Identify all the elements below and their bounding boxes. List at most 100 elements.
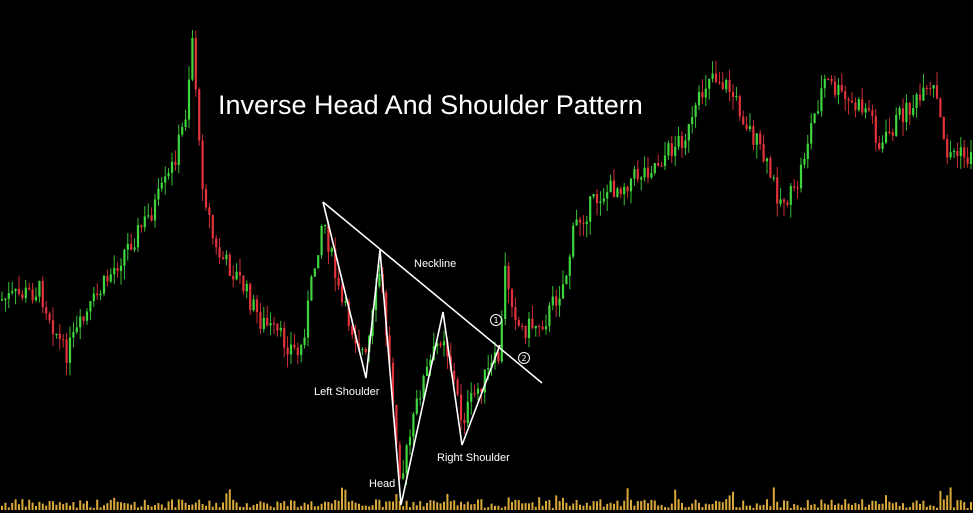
volume-bar <box>487 507 490 510</box>
volume-bar <box>609 502 612 510</box>
candle-body <box>752 126 755 145</box>
volume-bar <box>966 507 969 510</box>
candle-body <box>908 102 911 115</box>
candle-body <box>442 341 446 346</box>
volume-bar <box>528 503 530 510</box>
volume-bar <box>126 503 129 510</box>
volume-bar <box>691 503 694 510</box>
volume-bar <box>361 505 364 510</box>
candle-body <box>952 150 956 153</box>
volume-bar <box>551 507 554 510</box>
candle-body <box>629 178 633 192</box>
volume-bar <box>157 503 160 510</box>
candle-body <box>538 325 541 328</box>
volume-bar <box>266 503 269 510</box>
candle-body <box>925 87 928 89</box>
volume-bar <box>885 495 887 510</box>
candle-body <box>347 301 350 327</box>
candle-body <box>660 165 663 167</box>
candle-body <box>582 222 585 224</box>
volume-bar <box>378 499 381 510</box>
volume-bar <box>504 506 507 510</box>
candle-body <box>949 152 952 158</box>
volume-bar <box>908 506 911 510</box>
volume-bar <box>715 500 717 510</box>
volume-bar <box>432 500 435 510</box>
volume-bar <box>327 502 330 510</box>
candle-body <box>578 219 582 223</box>
candle-body <box>351 326 354 336</box>
volume-bar <box>701 507 704 510</box>
candle-body <box>803 158 806 165</box>
volume-bar <box>330 503 333 510</box>
volume-bar <box>402 506 405 510</box>
volume-bar <box>963 502 966 510</box>
candle-body <box>483 369 486 393</box>
volume-bar <box>789 507 792 510</box>
candle-body <box>28 287 31 290</box>
candle-body <box>527 318 531 339</box>
candle-body <box>878 142 881 149</box>
volume-bar <box>259 501 262 510</box>
volume-bar <box>817 507 819 510</box>
candle-body <box>136 225 140 248</box>
volume-bar <box>616 500 619 510</box>
neckline-label: Neckline <box>414 258 456 270</box>
volume-bar <box>171 499 173 510</box>
volume-bar <box>572 503 575 510</box>
candle-body <box>871 110 874 117</box>
candle-body <box>102 275 106 294</box>
candle-body <box>320 225 323 256</box>
candle-body <box>684 140 687 148</box>
candle-body <box>21 294 24 299</box>
candle-body <box>68 337 72 363</box>
candle-body <box>89 301 92 312</box>
candle-body <box>946 139 949 158</box>
volume-bar <box>881 503 884 510</box>
volume-bar <box>575 500 578 510</box>
chart-title: Inverse Head And Shoulder Pattern <box>218 90 643 120</box>
candle-body <box>398 444 401 479</box>
volume-bar <box>857 504 860 510</box>
volume-bar <box>92 507 95 510</box>
volume-bar <box>664 507 666 510</box>
candle-body <box>51 320 55 335</box>
candle-body <box>255 299 259 313</box>
candle-body <box>330 248 333 252</box>
volume-bar <box>507 497 510 510</box>
volume-bar <box>324 501 326 510</box>
candle-body <box>667 143 670 156</box>
candle-body <box>385 292 388 336</box>
volume-bar <box>381 506 384 510</box>
candle-body <box>606 192 609 199</box>
volume-bar <box>21 499 24 510</box>
candle-body <box>415 398 418 414</box>
volume-bar <box>820 499 823 510</box>
candle-body <box>640 177 643 180</box>
volume-bar <box>827 504 830 510</box>
candle-body <box>116 267 119 271</box>
volume-bar <box>912 502 915 510</box>
candle-body <box>391 362 395 405</box>
volume-bar <box>123 503 126 510</box>
volume-bar <box>674 489 677 510</box>
candle-body <box>929 88 932 90</box>
volume-bar <box>62 504 65 510</box>
volume-bar <box>11 502 14 510</box>
candle-body <box>874 116 877 143</box>
volume-bar <box>653 500 656 510</box>
candle-body <box>473 393 476 395</box>
volume-bar <box>341 487 343 510</box>
candle-body <box>905 102 908 123</box>
candle-body <box>830 78 833 82</box>
volume-bar <box>854 502 857 510</box>
candle-body <box>439 343 442 346</box>
volume-bar <box>446 493 449 510</box>
candle-body <box>140 225 143 228</box>
candle-body <box>735 95 738 98</box>
right-shoulder-label: Right Shoulder <box>437 452 510 464</box>
volume-bar <box>116 501 119 510</box>
candle-body <box>786 202 789 205</box>
volume-bar <box>41 503 44 510</box>
